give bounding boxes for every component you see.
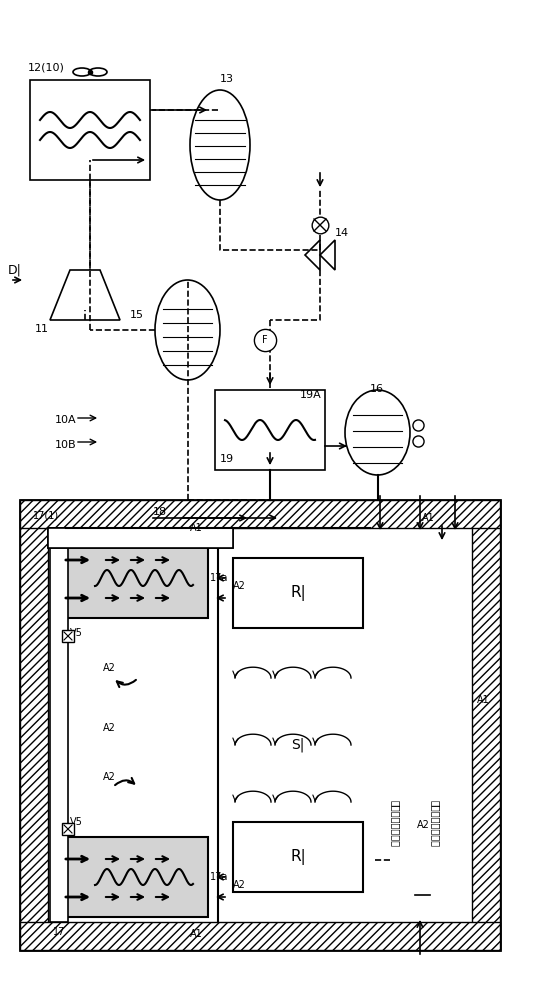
Text: R|: R| (290, 585, 306, 601)
Text: 19: 19 (220, 454, 234, 464)
Text: A1: A1 (477, 695, 490, 705)
Text: A2: A2 (103, 723, 116, 733)
Text: D|: D| (8, 263, 22, 276)
Text: R|: R| (290, 849, 306, 865)
Text: 17: 17 (53, 927, 65, 937)
Text: A2: A2 (103, 772, 116, 782)
Ellipse shape (345, 390, 410, 475)
Text: 18: 18 (153, 507, 167, 517)
Bar (20, 500, 500, 528)
Ellipse shape (155, 280, 220, 380)
Text: 14: 14 (335, 228, 349, 238)
Text: A1: A1 (190, 523, 203, 533)
Bar (30, 80, 150, 180)
Bar (215, 390, 325, 470)
Bar (233, 558, 363, 628)
Bar (48, 528, 233, 548)
Text: 11: 11 (35, 324, 49, 334)
Text: 17a: 17a (210, 872, 228, 882)
Bar (233, 822, 363, 892)
Text: A2: A2 (233, 880, 246, 890)
Bar (53, 837, 208, 917)
Bar (20, 922, 500, 950)
Bar (20, 500, 500, 950)
Text: A2: A2 (417, 820, 430, 830)
Bar (48, 528, 233, 548)
Ellipse shape (73, 68, 91, 76)
Text: 16: 16 (370, 384, 384, 394)
Text: A1: A1 (422, 513, 435, 523)
Text: 13: 13 (220, 74, 234, 84)
Bar (50, 528, 68, 922)
Text: 17(1): 17(1) (33, 510, 59, 520)
Text: A2: A2 (103, 663, 116, 673)
Bar (53, 538, 208, 618)
Ellipse shape (89, 68, 107, 76)
Text: V5: V5 (70, 817, 83, 827)
Text: 一次冷却循環流路: 一次冷却循環流路 (390, 800, 400, 847)
Text: 10A: 10A (55, 415, 76, 425)
Bar (20, 500, 48, 950)
Text: 12(10): 12(10) (28, 63, 65, 73)
Text: 17a: 17a (210, 573, 228, 583)
Text: 10B: 10B (55, 440, 76, 450)
Text: 19A: 19A (300, 390, 322, 400)
Text: A2: A2 (233, 581, 246, 591)
Text: S|: S| (291, 738, 305, 752)
Text: A1: A1 (190, 929, 203, 939)
Text: 15: 15 (130, 310, 144, 320)
Ellipse shape (190, 90, 250, 200)
Text: F: F (262, 335, 268, 345)
Bar (472, 500, 500, 950)
Text: V5: V5 (70, 628, 83, 638)
Text: 二次冷却循環流路: 二次冷却循環流路 (430, 800, 440, 847)
